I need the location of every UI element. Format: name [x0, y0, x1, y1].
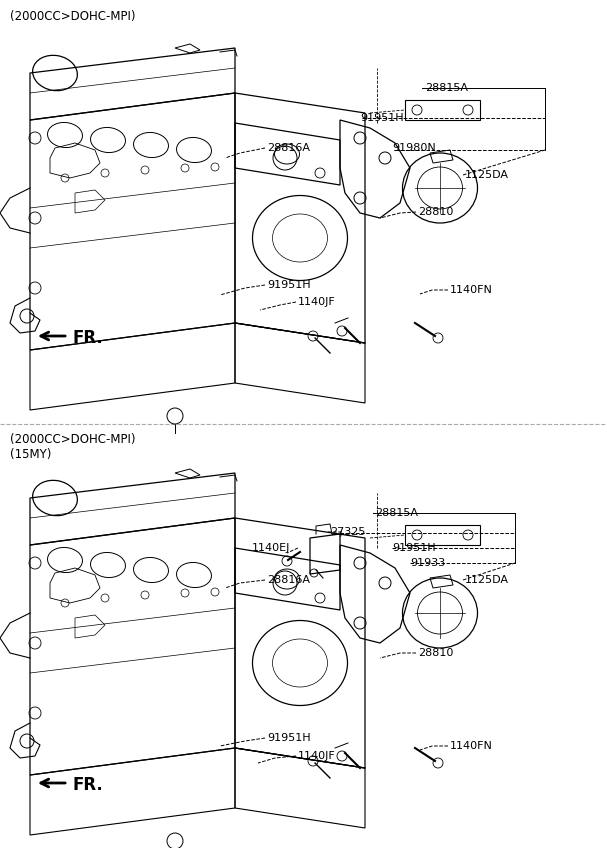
- Text: 1125DA: 1125DA: [465, 575, 509, 585]
- Text: 1140FN: 1140FN: [450, 285, 493, 295]
- Text: 91933: 91933: [410, 558, 446, 568]
- Text: 91951H: 91951H: [267, 733, 311, 743]
- Text: 28810: 28810: [418, 648, 453, 658]
- Text: 1125DA: 1125DA: [465, 170, 509, 180]
- Text: (2000CC>DOHC-MPI): (2000CC>DOHC-MPI): [10, 10, 135, 23]
- Text: 28816A: 28816A: [267, 575, 310, 585]
- Text: 28815A: 28815A: [375, 508, 418, 518]
- Text: FR.: FR.: [72, 329, 103, 347]
- Text: 1140FN: 1140FN: [450, 741, 493, 751]
- Text: FR.: FR.: [72, 776, 103, 794]
- Text: (15MY): (15MY): [10, 448, 52, 461]
- Text: 91951H: 91951H: [392, 543, 436, 553]
- Text: 91951H: 91951H: [267, 280, 311, 290]
- Text: 91951H: 91951H: [360, 113, 404, 123]
- Text: 1140JF: 1140JF: [298, 751, 336, 761]
- Text: 91980N: 91980N: [392, 143, 436, 153]
- Text: 1140EJ: 1140EJ: [252, 543, 290, 553]
- Text: 27325: 27325: [330, 527, 365, 537]
- Text: 28815A: 28815A: [425, 83, 468, 93]
- Text: 28810: 28810: [418, 207, 453, 217]
- Text: (2000CC>DOHC-MPI): (2000CC>DOHC-MPI): [10, 433, 135, 446]
- Text: 28816A: 28816A: [267, 143, 310, 153]
- Text: 1140JF: 1140JF: [298, 297, 336, 307]
